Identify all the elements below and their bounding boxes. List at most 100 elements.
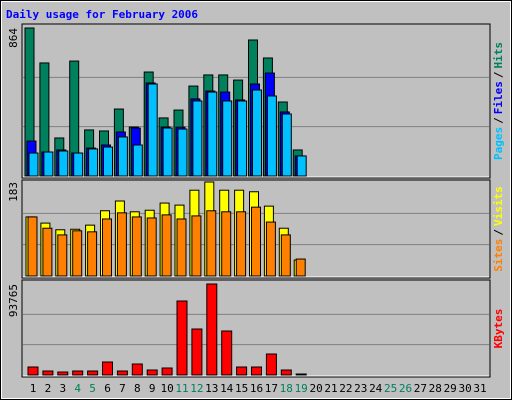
- bar: [73, 152, 84, 177]
- bar: [295, 373, 307, 376]
- bar: [236, 366, 248, 376]
- bar: [280, 369, 292, 376]
- x-tick-label: 3: [59, 382, 66, 395]
- x-tick-label: 5: [89, 382, 96, 395]
- legend-separator: /: [492, 229, 505, 236]
- bar: [43, 151, 54, 177]
- bar: [116, 370, 128, 376]
- bar: [117, 136, 128, 177]
- x-tick-label: 21: [324, 382, 337, 395]
- bar: [221, 211, 232, 277]
- bar: [161, 367, 173, 376]
- bar: [221, 330, 233, 376]
- legend-entry: Sites: [492, 239, 505, 272]
- x-tick-label: 12: [190, 382, 203, 395]
- bar: [103, 146, 113, 177]
- bar: [296, 155, 307, 177]
- x-tick-label: 2: [45, 382, 52, 395]
- x-tick-label: 27: [414, 382, 427, 395]
- panel: [21, 279, 491, 378]
- x-tick-label: 11: [175, 382, 188, 395]
- bar: [295, 258, 306, 277]
- bar: [57, 234, 68, 277]
- x-tick-label: 20: [309, 382, 322, 395]
- bar: [146, 369, 158, 376]
- bar: [102, 218, 112, 277]
- bar: [42, 370, 54, 376]
- x-tick-label: 31: [473, 382, 486, 395]
- legend: Pages / Files / Hits: [492, 42, 505, 160]
- bar: [252, 89, 262, 177]
- bar: [161, 214, 172, 277]
- bar: [265, 221, 276, 277]
- bar: [266, 95, 277, 177]
- bar: [206, 283, 218, 376]
- bar: [162, 127, 173, 177]
- bar: [236, 211, 247, 277]
- legend-entry: KBytes: [492, 309, 505, 349]
- bar: [191, 215, 202, 277]
- bar: [191, 328, 203, 376]
- bar: [251, 366, 262, 376]
- x-tick-label: 7: [119, 382, 126, 395]
- bar: [281, 113, 292, 177]
- x-tick-label: 28: [429, 382, 442, 395]
- legend-separator: /: [492, 117, 505, 124]
- bar: [146, 217, 157, 277]
- bar: [42, 227, 53, 277]
- legend-entry: Pages: [492, 127, 505, 160]
- y-tick-label: 183: [7, 182, 20, 202]
- bar: [88, 148, 99, 177]
- x-tick-label: 10: [160, 382, 173, 395]
- bar: [265, 353, 277, 376]
- x-tick-label: 18: [280, 382, 293, 395]
- x-tick-label: 8: [134, 382, 141, 395]
- x-tick-label: 22: [339, 382, 352, 395]
- x-tick-label: 17: [265, 382, 278, 395]
- x-tick-label: 15: [235, 382, 248, 395]
- legend-entry: Files: [492, 81, 505, 114]
- bar: [72, 230, 83, 277]
- bar: [192, 100, 203, 177]
- x-tick-label: 4: [74, 382, 81, 395]
- bar: [87, 231, 98, 277]
- bar: [27, 366, 39, 376]
- bar: [176, 300, 188, 376]
- legend-separator: /: [492, 71, 505, 78]
- x-tick-label: 13: [205, 382, 218, 395]
- bar: [222, 100, 233, 177]
- x-tick-label: 23: [354, 382, 367, 395]
- x-tick-label: 24: [369, 382, 383, 395]
- bar: [57, 371, 69, 376]
- bar: [28, 152, 39, 177]
- bar: [132, 144, 143, 177]
- x-tick-label: 14: [220, 382, 234, 395]
- y-tick-label: 93765: [7, 284, 20, 317]
- bar: [116, 212, 127, 277]
- bar: [251, 206, 261, 277]
- x-tick-label: 1: [30, 382, 37, 395]
- bar: [87, 370, 99, 376]
- y-tick-label: 864: [7, 28, 20, 48]
- bar: [147, 83, 158, 177]
- legend-entry: Hits: [492, 42, 505, 69]
- bar: [27, 216, 38, 277]
- x-tick-label: 19: [295, 382, 308, 395]
- legend-entry: Visits: [492, 186, 505, 226]
- chart-title: Daily usage for February 2006: [6, 8, 198, 21]
- x-tick-label: 16: [250, 382, 263, 395]
- bar: [131, 363, 143, 376]
- bar: [280, 234, 291, 277]
- bar: [207, 91, 218, 177]
- legend: Sites / Visits: [492, 186, 505, 272]
- bar: [131, 216, 142, 277]
- x-tick-label: 25: [384, 382, 397, 395]
- x-tick-label: 9: [149, 382, 156, 395]
- x-tick-label: 29: [444, 382, 457, 395]
- legend: KBytes: [492, 309, 505, 349]
- bar: [206, 210, 217, 277]
- bar: [58, 150, 69, 177]
- bar: [176, 218, 187, 277]
